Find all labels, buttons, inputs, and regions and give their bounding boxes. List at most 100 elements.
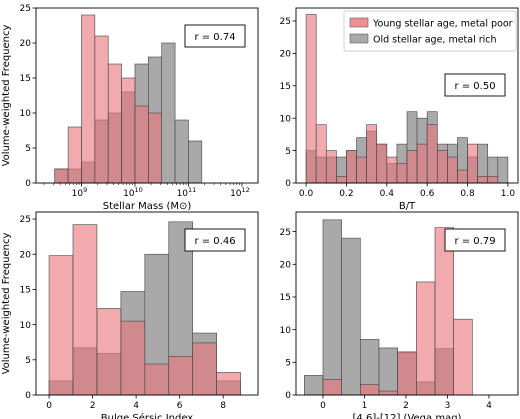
- bar-young-stellar: [378, 390, 398, 396]
- y-tick-label: 15: [20, 74, 31, 84]
- bar-young-stellar: [457, 169, 468, 184]
- y-tick-label: 5: [285, 359, 291, 369]
- bar-young-stellar: [81, 14, 96, 184]
- y-tick-label: 10: [20, 321, 32, 331]
- bar-young-stellar: [467, 143, 478, 184]
- legend-label: Young stellar age, metal poor: [372, 19, 513, 30]
- correlation-value: r = 0.50: [454, 81, 495, 92]
- bar-young-stellar: [356, 156, 367, 184]
- bar-young-stellar: [366, 124, 378, 184]
- y-tick-label: 0: [285, 179, 291, 189]
- x-tick-label: 4: [486, 401, 492, 411]
- bar-young-stellar: [94, 35, 109, 184]
- correlation-value: r = 0.79: [454, 236, 495, 247]
- bar-young-stellar: [121, 77, 136, 184]
- y-tick-label: 5: [25, 144, 31, 154]
- bar-young-stellar: [487, 176, 499, 184]
- bar-young-stellar: [48, 255, 74, 396]
- x-tick-label: 1: [362, 401, 368, 411]
- x-tick-label: 4: [133, 401, 139, 411]
- y-axis-label: Volume-weighted Frequency: [1, 232, 12, 374]
- x-tick-label: 2: [403, 401, 409, 411]
- bar-young-stellar: [216, 372, 241, 396]
- x-tick-label: 6: [177, 401, 183, 411]
- bar-young-stellar: [396, 163, 408, 184]
- panel-1: 0 5 10 15 20 25 109 1010 1011 1012 Stellar Mass (M…: [1, 4, 259, 212]
- axes-frame: [35, 7, 259, 184]
- bar-young-stellar: [192, 342, 217, 396]
- y-tick-label: 20: [280, 260, 292, 270]
- correlation-box: [444, 73, 506, 97]
- bar-young-stellar: [376, 143, 388, 184]
- bar-young-stellar: [96, 308, 122, 396]
- bar-young-stellar: [336, 176, 347, 184]
- y-tick-label: 20: [20, 39, 32, 49]
- y-tick-label: 20: [280, 50, 292, 60]
- correlation-value: r = 0.74: [194, 32, 235, 43]
- x-tick-label: 8: [220, 401, 226, 411]
- legend: Young stellar age, metal poor Old stellar…: [343, 10, 517, 52]
- bar-young-stellar: [434, 227, 454, 396]
- bar-young-stellar: [148, 112, 163, 184]
- y-tick-label: 5: [25, 356, 31, 366]
- y-tick-label: 0: [285, 391, 291, 401]
- y-axis-label: Volume-weighted Frequency: [1, 24, 12, 166]
- bar-young-stellar: [134, 105, 149, 184]
- bar-young-stellar: [447, 156, 458, 184]
- bar-young-stellar: [416, 281, 436, 396]
- x-tick-label: 0: [320, 401, 326, 411]
- bar-young-stellar: [54, 168, 69, 184]
- y-tick-label: 5: [285, 147, 291, 157]
- axes-frame: [295, 211, 519, 396]
- bar-young-stellar: [406, 150, 418, 184]
- x-tick-label: 0.8: [460, 189, 475, 199]
- y-tick-label: 15: [20, 286, 31, 296]
- correlation-box: [184, 24, 246, 48]
- bar-old-stellar: [378, 347, 398, 396]
- x-tick-label: 2: [90, 401, 96, 411]
- bar-young-stellar: [144, 363, 170, 396]
- x-tick-label: 3: [445, 401, 451, 411]
- y-tick-label: 15: [280, 293, 291, 303]
- x-tick-label: 0: [46, 401, 52, 411]
- bar-young-stellar: [315, 124, 327, 184]
- correlation-value: r = 0.46: [194, 236, 235, 247]
- bar-young-stellar: [386, 156, 398, 184]
- x-tick-label: 0.0: [299, 189, 314, 199]
- y-tick-label: 25: [280, 228, 291, 238]
- bar-young-stellar: [453, 318, 473, 396]
- x-tick-label: 1.0: [501, 189, 516, 199]
- bar-young-stellar: [72, 224, 98, 396]
- panel-3: 0 5 10 15 20 25 0 2 4 6 8 Bulge Sérsic Index Volume-…: [1, 211, 259, 419]
- bar-young-stellar: [426, 124, 438, 184]
- bar-young-stellar: [107, 63, 122, 184]
- bar-old-stellar: [341, 237, 361, 396]
- bar-young-stellar: [325, 150, 337, 184]
- legend-swatch: [349, 33, 369, 44]
- correlation-box: [444, 228, 506, 252]
- bar-old-stellar: [303, 375, 324, 396]
- bar-old-stellar: [322, 219, 342, 396]
- y-tick-label: 25: [20, 4, 31, 14]
- bar-young-stellar: [305, 14, 317, 184]
- bar-young-stellar: [477, 176, 489, 184]
- bar-young-stellar: [346, 150, 357, 184]
- legend-box: [343, 10, 517, 52]
- x-tick-label: 0.2: [339, 189, 353, 199]
- x-axis-label: Stellar Mass (M⊙): [103, 201, 192, 212]
- legend-label: Old stellar age, metal rich: [373, 35, 497, 46]
- x-tick-label: 1011: [177, 186, 197, 199]
- axes-frame: [35, 211, 259, 396]
- x-axis-label: B/T: [399, 201, 416, 212]
- y-tick-label: 0: [25, 179, 31, 189]
- bar-old-stellar: [188, 140, 203, 184]
- y-tick-label: 20: [20, 250, 32, 260]
- x-tick-label: 0.4: [380, 189, 395, 199]
- x-tick-label: 0.6: [420, 189, 435, 199]
- bar-old-stellar: [174, 119, 189, 184]
- x-tick-label: 1012: [230, 186, 250, 199]
- correlation-box: [184, 228, 246, 252]
- x-axis-label: Bulge Sérsic Index: [101, 412, 194, 419]
- x-tick-label: 1010: [123, 186, 143, 199]
- y-tick-label: 10: [20, 109, 32, 119]
